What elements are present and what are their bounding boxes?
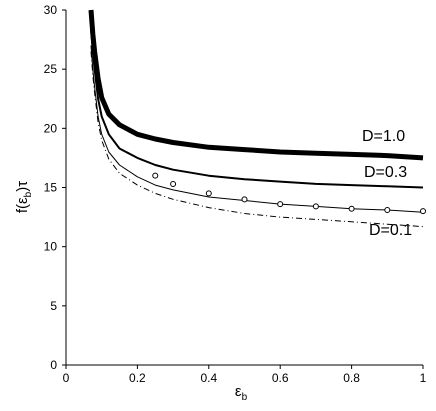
data-point-marker <box>384 206 391 213</box>
data-point-marker <box>348 205 355 212</box>
series-line-series-3 <box>90 51 424 228</box>
data-point-marker <box>241 196 248 203</box>
series-label-d10: D=1.0 <box>362 128 405 145</box>
x-tick-label: 0 <box>63 371 70 385</box>
data-point-marker <box>170 180 177 187</box>
y-axis-label-tau: )τ <box>14 181 31 192</box>
y-tick-label: 10 <box>44 240 58 254</box>
y-axis-label-sub: b <box>23 191 34 197</box>
data-point-marker <box>152 172 159 179</box>
y-tick-label: 0 <box>50 358 57 372</box>
y-tick-label: 20 <box>44 121 58 135</box>
y-axis-ticks: 0 5 10 15 20 25 30 <box>44 3 66 372</box>
x-tick-label: 0.8 <box>343 371 360 385</box>
y-tick-label: 15 <box>44 181 58 195</box>
y-axis-label-f: f(ε <box>14 197 31 213</box>
series-label-d03: D=0.3 <box>364 164 407 181</box>
series-line-d-0-1 <box>90 45 424 213</box>
data-point-marker <box>420 208 426 215</box>
data-point-marker <box>277 201 284 208</box>
x-tick-label: 0.6 <box>272 371 289 385</box>
series-group <box>88 9 426 228</box>
y-tick-label: 25 <box>44 62 58 76</box>
data-point-marker <box>205 190 212 197</box>
series-label-d01: D=0.1 <box>369 222 412 239</box>
x-tick-label: 1 <box>420 371 427 385</box>
y-axis-label: f(εb)τ <box>14 181 34 213</box>
y-tick-label: 5 <box>50 299 57 313</box>
x-tick-label: 0.2 <box>129 371 146 385</box>
series-line-d-0-3 <box>90 27 424 189</box>
x-axis-label-sub: b <box>242 392 248 403</box>
series-line-d-1-0 <box>88 9 424 161</box>
x-axis-label-eps: ε <box>235 383 242 400</box>
data-point-marker <box>312 203 319 210</box>
x-axis-ticks: 0 0.2 0.4 0.6 0.8 1 <box>63 365 427 385</box>
x-tick-label: 0.4 <box>200 371 217 385</box>
y-tick-label: 30 <box>44 3 58 17</box>
plot-area: 0 0.2 0.4 0.6 0.8 1 0 5 10 15 20 25 30 <box>44 3 427 385</box>
x-axis-label: εb <box>235 383 248 403</box>
series-4-markers <box>152 172 426 215</box>
